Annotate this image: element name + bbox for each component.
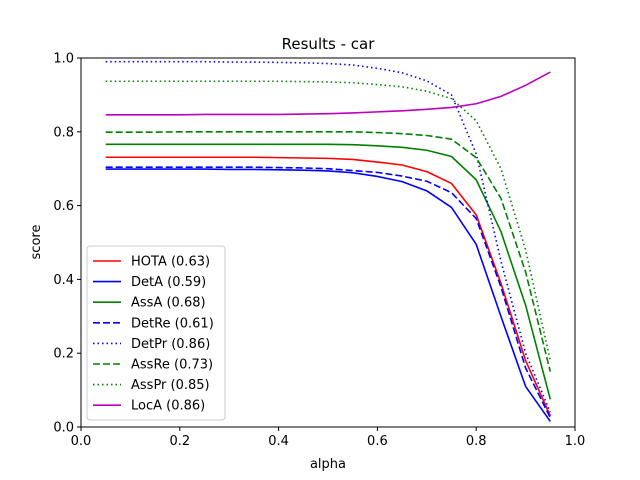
legend-box <box>86 245 226 421</box>
series-line-3 <box>105 166 552 419</box>
legend-label-1: DetA (0.59) <box>131 275 206 290</box>
x-tick-label: 1.0 <box>565 434 586 449</box>
x-tick-label: 0.8 <box>466 434 487 449</box>
x-axis: 0.0 0.2 0.4 0.6 0.8 1.0 <box>71 427 586 449</box>
legend-label-2: AssA (0.68) <box>131 296 206 311</box>
series-line-5 <box>105 131 552 372</box>
x-tick-label: 0.2 <box>169 434 190 449</box>
legend-label-3: DetRe (0.61) <box>131 316 214 331</box>
legend-label-5: AssRe (0.73) <box>131 358 213 373</box>
y-tick-label: 0.0 <box>53 421 74 436</box>
y-axis-label: score <box>29 225 44 260</box>
x-tick-label: 0.0 <box>71 434 92 449</box>
chart-title: Results - car <box>282 35 376 53</box>
x-tick-label: 0.4 <box>268 434 289 449</box>
x-axis-label: alpha <box>310 457 346 472</box>
series-line-0 <box>105 156 552 417</box>
legend-label-0: HOTA (0.63) <box>131 255 210 270</box>
series-line-2 <box>105 143 552 400</box>
plot-frame <box>80 57 576 428</box>
x-tick-label: 0.6 <box>367 434 388 449</box>
series-line-1 <box>105 168 551 422</box>
series-line-4 <box>105 60 552 413</box>
legend-label-7: LocA (0.86) <box>131 399 205 414</box>
y-axis: 0.0 0.2 0.4 0.6 0.8 1.0 <box>53 52 81 436</box>
legend-label-4: DetPr (0.86) <box>131 337 210 352</box>
legend-label-6: AssPr (0.85) <box>131 378 210 393</box>
legend: HOTA (0.63) DetA (0.59) AssA (0.68) DetRe (… <box>86 245 226 421</box>
y-tick-label: 0.4 <box>53 273 74 288</box>
y-tick-label: 0.8 <box>53 125 74 140</box>
y-tick-label: 0.6 <box>53 199 74 214</box>
plot-lines <box>105 60 552 422</box>
y-tick-label: 0.2 <box>53 347 74 362</box>
y-tick-label: 1.0 <box>53 52 74 67</box>
series-line-7 <box>105 71 551 116</box>
